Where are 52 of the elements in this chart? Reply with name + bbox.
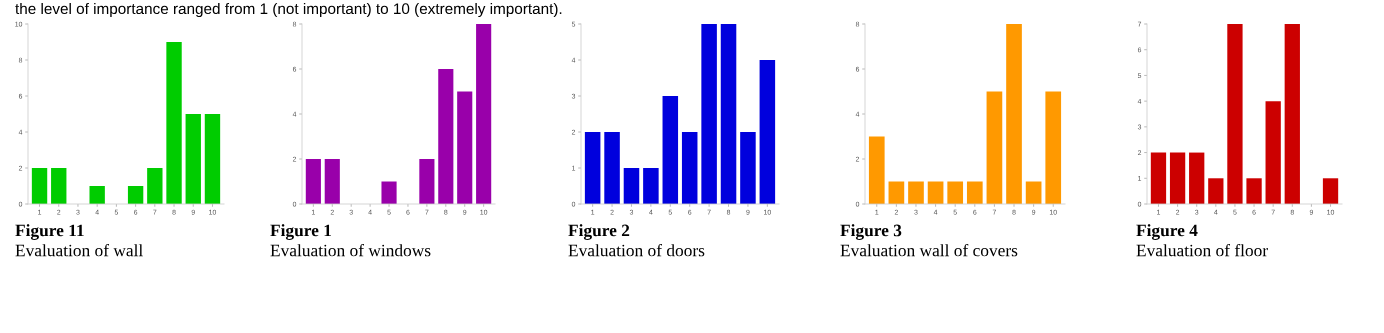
text: Figure 11	[15, 224, 84, 240]
text: Evaluation of doors	[568, 243, 705, 257]
bar	[662, 96, 679, 204]
bar	[947, 181, 964, 204]
text: Evaluation of windows	[270, 243, 431, 257]
bar	[643, 168, 659, 204]
bar	[1189, 152, 1205, 204]
bar	[584, 132, 601, 204]
bar	[185, 114, 201, 204]
bar	[1006, 24, 1022, 204]
bar	[1227, 24, 1243, 204]
bar	[457, 91, 473, 204]
text: the level of importance ranged from 1 (not important) to 10 (extremely important).	[15, 2, 562, 18]
bar	[31, 168, 48, 204]
bar	[1045, 91, 1062, 204]
bar	[476, 24, 492, 204]
bar	[438, 69, 454, 204]
bar	[701, 24, 717, 204]
bar	[51, 168, 67, 204]
bar	[1150, 152, 1167, 204]
bar	[759, 60, 776, 204]
bar	[305, 159, 321, 204]
bar	[419, 159, 435, 204]
text: Evaluation wall of covers	[840, 243, 1018, 257]
bar	[868, 136, 885, 204]
bar	[740, 132, 756, 204]
text: Figure 2	[568, 224, 630, 240]
bar	[381, 181, 397, 204]
bar	[324, 159, 340, 204]
bar	[623, 168, 640, 204]
text: Figure 1	[270, 224, 331, 240]
bar	[604, 132, 620, 204]
bar	[89, 186, 105, 204]
bar	[1322, 178, 1339, 204]
bar	[908, 181, 924, 204]
bar	[720, 24, 737, 204]
bar	[1208, 178, 1224, 204]
text: Evaluation of wall	[15, 243, 143, 257]
bar	[147, 168, 163, 204]
text: Figure 3	[840, 224, 902, 240]
bar	[166, 42, 182, 204]
bar	[1265, 101, 1281, 204]
bar	[1284, 24, 1300, 204]
bar	[127, 186, 144, 204]
bar	[1246, 178, 1262, 204]
bar	[986, 91, 1003, 204]
bar	[681, 132, 698, 204]
bar	[1169, 152, 1186, 204]
text: Figure 4	[1136, 224, 1198, 240]
bar	[204, 114, 221, 204]
bar	[966, 181, 983, 204]
text: Evaluation of floor	[1136, 243, 1268, 257]
